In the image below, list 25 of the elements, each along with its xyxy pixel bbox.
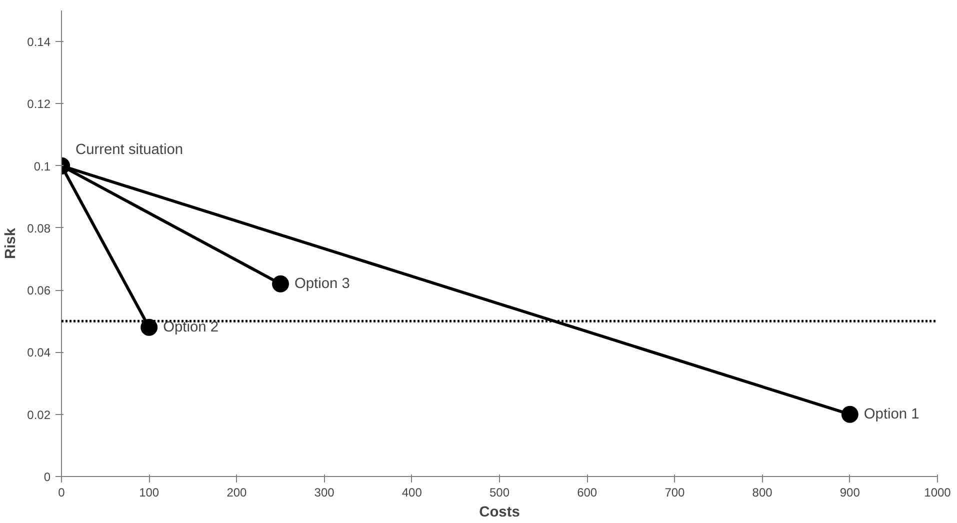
y-tick-label: 0.14 xyxy=(27,35,51,50)
annotation: Option 1 xyxy=(864,406,920,422)
x-axis-title: Costs xyxy=(479,504,520,520)
x-tick-label: 200 xyxy=(226,486,248,500)
y-tick-label: 0.08 xyxy=(27,221,51,236)
x-tick-label: 900 xyxy=(840,486,860,500)
y-tick-label: 0.04 xyxy=(27,346,51,360)
x-tick-label: 700 xyxy=(664,486,686,500)
x-tick-label: 0 xyxy=(58,486,66,500)
y-tick-label: 0.1 xyxy=(34,159,51,174)
x-tick-label: 300 xyxy=(314,486,335,500)
y-tick-label: 0.06 xyxy=(27,284,51,298)
annotation: Option 3 xyxy=(294,276,350,292)
x-tick-label: 100 xyxy=(139,486,160,500)
x-tick-label: 600 xyxy=(577,486,598,500)
y-tick-label: 0.02 xyxy=(27,408,51,422)
annotation: Current situation xyxy=(76,142,184,158)
annotation: Option 2 xyxy=(163,319,219,336)
y-axis-title: Risk xyxy=(3,227,20,259)
x-tick-label: 400 xyxy=(402,486,422,500)
y-tick-label: 0.12 xyxy=(27,97,51,112)
x-tick-label: 500 xyxy=(489,486,510,500)
y-tick-label: 0 xyxy=(44,470,51,484)
x-tick-label: 1000 xyxy=(924,486,952,500)
x-tick-label: 800 xyxy=(752,486,773,500)
